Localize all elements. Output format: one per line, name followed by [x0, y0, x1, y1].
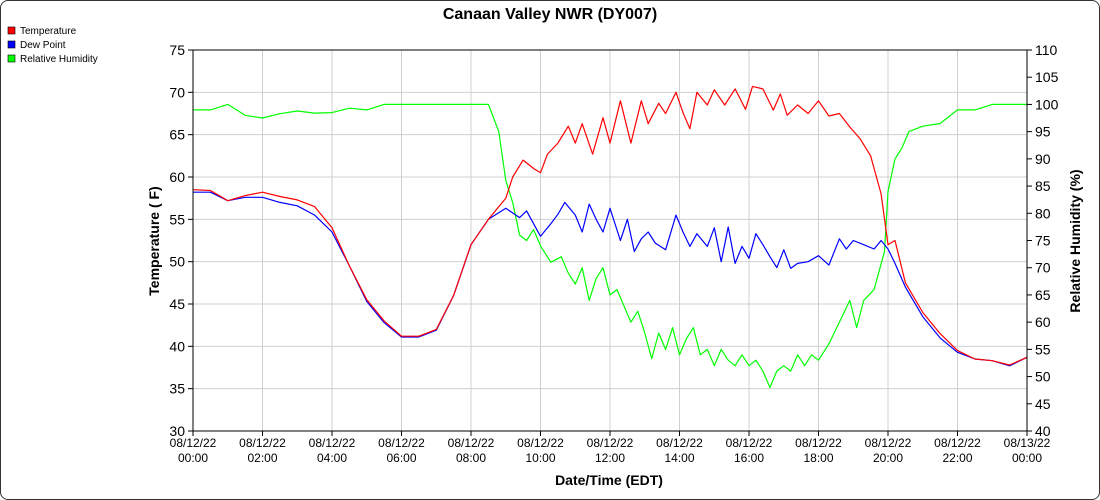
y-right-tick-label: 80	[1035, 205, 1051, 221]
x-tick-date: 08/12/22	[934, 436, 981, 450]
x-tick-date: 08/12/22	[865, 436, 912, 450]
x-tick-date: 08/12/22	[795, 436, 842, 450]
series-layer	[192, 85, 1028, 389]
y-axis-right-ticks: 40 45 50 55 60 65 70 75 80 85 90 95 100 105 110	[1027, 42, 1059, 439]
x-tick-time: 16:00	[734, 451, 764, 465]
relative-humidity-legend-label: Relative Humidity	[20, 54, 98, 65]
dew-point-legend-label: Dew Point	[20, 40, 66, 51]
y-right-tick-label: 85	[1035, 178, 1051, 194]
y-left-tick-label: 50	[169, 254, 185, 270]
x-tick-date: 08/12/22	[448, 436, 495, 450]
x-tick-date: 08/12/22	[517, 436, 564, 450]
y-left-tick-label: 65	[169, 127, 185, 143]
y-right-tick-label: 100	[1035, 96, 1059, 112]
x-tick-time: 04:00	[317, 451, 347, 465]
y-left-tick-label: 60	[169, 169, 185, 185]
temperature-legend-label: Temperature	[20, 26, 77, 37]
x-tick-date: 08/12/22	[378, 436, 425, 450]
y-left-tick-label: 75	[169, 42, 185, 58]
y-right-tick-label: 40	[1035, 423, 1051, 439]
relative-humidity-series-line	[193, 103, 1027, 389]
relative-humidity-legend-swatch	[7, 54, 16, 63]
x-tick-date: 08/12/22	[239, 436, 286, 450]
y-right-tick-label: 75	[1035, 233, 1051, 249]
y-axis-left-label: Temperature ( F)	[146, 186, 162, 295]
y-right-tick-label: 90	[1035, 151, 1051, 167]
x-tick-date: 08/12/22	[726, 436, 773, 450]
x-tick-time: 12:00	[595, 451, 625, 465]
x-tick-time: 00:00	[1012, 451, 1042, 465]
x-tick-date: 08/12/22	[656, 436, 703, 450]
temperature-series-line	[192, 85, 1028, 366]
dew-point-series-line	[193, 191, 1028, 367]
y-right-tick-label: 50	[1035, 369, 1051, 385]
x-axis-ticks: 08/12/2200:0008/12/2202:0008/12/2204:000…	[170, 431, 1051, 465]
x-tick-time: 02:00	[247, 451, 277, 465]
x-tick-time: 00:00	[178, 451, 208, 465]
y-right-tick-label: 105	[1035, 69, 1059, 85]
y-right-tick-label: 60	[1035, 314, 1051, 330]
y-right-tick-label: 95	[1035, 124, 1051, 140]
x-tick-date: 08/12/22	[587, 436, 634, 450]
x-tick-time: 18:00	[803, 451, 833, 465]
x-tick-time: 14:00	[664, 451, 694, 465]
temperature-legend-swatch	[7, 26, 16, 35]
y-right-tick-label: 65	[1035, 287, 1051, 303]
x-tick-date: 08/13/22	[1004, 436, 1051, 450]
y-right-tick-label: 70	[1035, 260, 1051, 276]
x-tick-time: 20:00	[873, 451, 903, 465]
x-tick-time: 22:00	[942, 451, 972, 465]
x-axis-label: Date/Time (EDT)	[555, 472, 663, 488]
x-tick-date: 08/12/22	[170, 436, 217, 450]
x-tick-time: 08:00	[456, 451, 486, 465]
y-left-tick-label: 55	[169, 211, 185, 227]
y-left-tick-label: 30	[169, 423, 185, 439]
x-tick-date: 08/12/22	[309, 436, 356, 450]
legend: Temperature Dew Point Relative Humidity	[7, 26, 98, 65]
x-tick-time: 10:00	[525, 451, 555, 465]
y-right-tick-label: 55	[1035, 341, 1051, 357]
grid	[192, 49, 1028, 432]
y-right-tick-label: 110	[1035, 42, 1058, 58]
y-left-tick-label: 45	[169, 296, 185, 312]
y-left-tick-label: 40	[169, 338, 185, 354]
y-left-tick-label: 35	[169, 381, 185, 397]
chart-title: Canaan Valley NWR (DY007)	[443, 6, 657, 23]
y-left-tick-label: 70	[169, 84, 185, 100]
y-axis-left-ticks: 30 35 40 45 50 55 60 65 70 75	[169, 42, 193, 439]
y-axis-right-label: Relative Humidity (%)	[1067, 169, 1083, 312]
dew-point-legend-swatch	[7, 40, 16, 49]
x-tick-time: 06:00	[386, 451, 416, 465]
y-right-tick-label: 45	[1035, 396, 1051, 412]
